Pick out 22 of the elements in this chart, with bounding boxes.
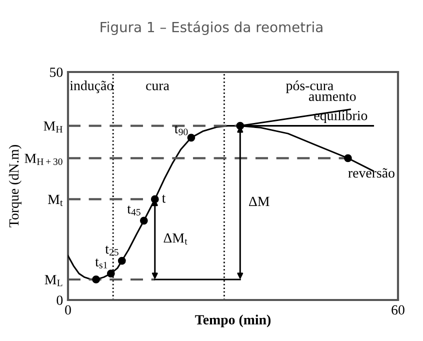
annotation: aumento bbox=[308, 93, 356, 102]
x-tick-label: 60 bbox=[392, 305, 404, 315]
annotation: ΔM bbox=[249, 196, 270, 206]
y-tick-label: 0 bbox=[56, 296, 63, 305]
y-tick-label: 50 bbox=[50, 68, 63, 77]
x-axis-title: Tempo (min) bbox=[195, 314, 271, 328]
annotation: equilíbrio bbox=[314, 110, 368, 124]
annotation: pós-cura bbox=[286, 80, 334, 94]
annotation: t$_{90}$ bbox=[174, 125, 188, 136]
annotation: ΔM$_{t}$ bbox=[164, 233, 188, 245]
annotation: t bbox=[162, 194, 166, 203]
annotation: t$_{s1}$ bbox=[95, 258, 108, 268]
annotation: t$_{45}$ bbox=[127, 206, 140, 216]
y-tick-label: M$_{t}$ bbox=[48, 194, 63, 206]
y-tick-label: M$_{H}$ bbox=[44, 121, 62, 132]
annotation: cura bbox=[146, 84, 170, 90]
y-tick-label: M$_{L}$ bbox=[44, 275, 62, 286]
y-axis-title: Torque (dN.m) bbox=[8, 145, 22, 228]
annotation: reversão bbox=[348, 168, 394, 178]
chart-title: Figura 1 – Estágios da reometria bbox=[100, 21, 322, 35]
annotation: indução bbox=[70, 80, 114, 94]
y-tick-label: M$_{H+30}$ bbox=[24, 154, 62, 165]
